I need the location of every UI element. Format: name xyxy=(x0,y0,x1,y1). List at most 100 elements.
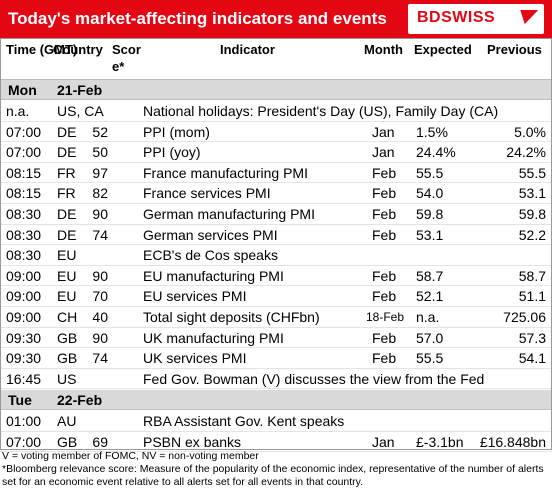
cell-month: Feb xyxy=(372,329,397,346)
cell-previous: £16.848bn xyxy=(479,433,546,450)
table-row: n.a. US, CA National holidays: President's… xyxy=(0,101,552,122)
cell-previous: 58.7 xyxy=(518,267,546,284)
cell-month: Feb xyxy=(372,350,397,367)
cell-country: EU xyxy=(57,267,77,284)
brand-logo-text: BDSWISS xyxy=(417,9,496,26)
cell-indicator: PPI (yoy) xyxy=(143,144,201,161)
cell-score: 90 xyxy=(92,206,108,222)
cell-expected: 53.1 xyxy=(416,226,444,243)
cell-month: Feb xyxy=(372,267,397,284)
cell-time: 08:15 xyxy=(6,185,42,202)
cell-previous: 53.1 xyxy=(518,185,546,202)
cell-indicator: Fed Gov. Bowman (V) discusses the view f… xyxy=(143,370,485,387)
cell-time: 09:00 xyxy=(6,309,42,325)
cell-score: 90 xyxy=(92,267,108,284)
cell-expected: 58.7 xyxy=(416,267,444,284)
table-row: 07:00 DE 50 PPI (yoy) Jan 24.4% 24.2% xyxy=(0,142,552,163)
table-row: 01:00 AU RBA Assistant Gov. Kent speaks xyxy=(0,411,552,432)
cell-time: 07:00 xyxy=(6,144,42,161)
cell-country: CH xyxy=(57,309,78,325)
cell-expected: 54.0 xyxy=(416,185,444,202)
table-row: 16:45 US Fed Gov. Bowman (V) discusses the… xyxy=(0,369,552,390)
cell-indicator: German manufacturing PMI xyxy=(143,206,315,222)
cell-score: 82 xyxy=(92,185,108,202)
cell-country: GB xyxy=(57,433,78,450)
cell-time: 07:00 xyxy=(6,433,42,450)
cell-indicator: Total sight deposits (CHFbn) xyxy=(143,309,320,325)
cell-score: 52 xyxy=(92,123,108,140)
col-expected-header: Expected xyxy=(414,42,472,57)
cell-previous: 5.0% xyxy=(514,123,546,140)
cell-previous: 59.8 xyxy=(518,206,546,222)
cell-country: DE xyxy=(57,226,77,243)
cell-month: Feb xyxy=(372,288,397,305)
cell-indicator: France manufacturing PMI xyxy=(143,164,308,181)
cell-previous: 54.1 xyxy=(518,350,546,367)
cell-country: FR xyxy=(57,185,76,202)
cell-month: Jan xyxy=(372,433,395,450)
cell-score: 74 xyxy=(92,350,108,367)
cell-time: 08:30 xyxy=(6,247,42,264)
cell-country: DE xyxy=(57,123,77,140)
cell-time: 07:00 xyxy=(6,123,42,140)
cell-country: FR xyxy=(57,164,76,181)
cell-indicator: UK manufacturing PMI xyxy=(143,329,284,346)
page-title: Today's market-affecting indicators and … xyxy=(8,9,387,28)
day-date: 21-Feb xyxy=(57,82,103,98)
cell-score: 90 xyxy=(92,329,108,346)
day-name: Tue xyxy=(8,392,32,408)
day-row-mon: Mon 21-Feb xyxy=(0,80,552,100)
table-row: 09:00 CH 40 Total sight deposits (CHFbn) 18-… xyxy=(0,307,552,328)
table-row: 09:00 EU 90 EU manufacturing PMI Feb 58.7 58.7 xyxy=(0,266,552,287)
cell-expected: 55.5 xyxy=(416,164,444,181)
cell-expected: n.a. xyxy=(416,309,440,325)
col-score-header: Score* xyxy=(112,42,141,74)
cell-previous: 725.06 xyxy=(503,309,546,325)
table-row: 09:00 EU 70 EU services PMI Feb 52.1 51.1 xyxy=(0,286,552,307)
cell-indicator: German services PMI xyxy=(143,226,278,243)
cell-country: US, CA xyxy=(57,103,104,119)
cell-country: DE xyxy=(57,206,77,222)
table-header: Time (GMT) Country Score* Indicator Mont… xyxy=(0,38,552,80)
table-row: 09:30 GB 74 UK services PMI Feb 55.5 54.1 xyxy=(0,348,552,369)
footnotes: V = voting member of FOMC, NV = non-voti… xyxy=(2,450,550,489)
cell-time: 16:45 xyxy=(6,370,42,387)
cell-time: 09:30 xyxy=(6,350,42,367)
brand-logo: BDSWISS xyxy=(408,4,544,34)
cell-month: Feb xyxy=(372,226,397,243)
cell-previous: 57.3 xyxy=(518,329,546,346)
col-previous-header: Previous xyxy=(487,42,542,57)
col-month-header: Month xyxy=(364,42,403,57)
table-row: 08:30 EU ECB's de Cos speaks xyxy=(0,245,552,266)
col-time-header: Time (GMT) xyxy=(6,42,78,57)
cell-time: 01:00 xyxy=(6,413,42,429)
cell-indicator: EU services PMI xyxy=(143,288,247,305)
cell-month: Jan xyxy=(372,123,395,140)
table-row: 08:30 DE 90 German manufacturing PMI Feb 59.8… xyxy=(0,204,552,225)
cell-indicator: UK services PMI xyxy=(143,350,247,367)
cell-month: Jan xyxy=(372,144,395,161)
cell-time: 08:30 xyxy=(6,206,42,222)
cell-month: Feb xyxy=(372,164,397,181)
cell-indicator: RBA Assistant Gov. Kent speaks xyxy=(143,413,345,429)
table-row: 08:15 FR 82 France services PMI Feb 54.0 53.1 xyxy=(0,183,552,204)
day-name: Mon xyxy=(8,82,37,98)
cell-country: EU xyxy=(57,247,77,264)
cell-month: Feb xyxy=(372,206,397,222)
cell-month: 18-Feb xyxy=(366,310,405,324)
cell-previous: 52.2 xyxy=(518,226,546,243)
cell-country: EU xyxy=(57,288,77,305)
cell-expected: 1.5% xyxy=(416,123,448,140)
table-row: 07:00 DE 52 PPI (mom) Jan 1.5% 5.0% xyxy=(0,122,552,143)
cell-previous: 51.1 xyxy=(518,288,546,305)
cell-indicator: PPI (mom) xyxy=(143,123,210,140)
col-indicator-header: Indicator xyxy=(220,42,275,57)
cell-indicator: EU manufacturing PMI xyxy=(143,267,284,284)
cell-time: 09:00 xyxy=(6,267,42,284)
cell-country: US xyxy=(57,370,77,387)
cell-country: AU xyxy=(57,413,77,429)
cell-time: 09:00 xyxy=(6,288,42,305)
cell-time: 08:15 xyxy=(6,164,42,181)
cell-expected: 55.5 xyxy=(416,350,444,367)
table-row: 08:30 DE 74 German services PMI Feb 53.1 52.2 xyxy=(0,225,552,246)
